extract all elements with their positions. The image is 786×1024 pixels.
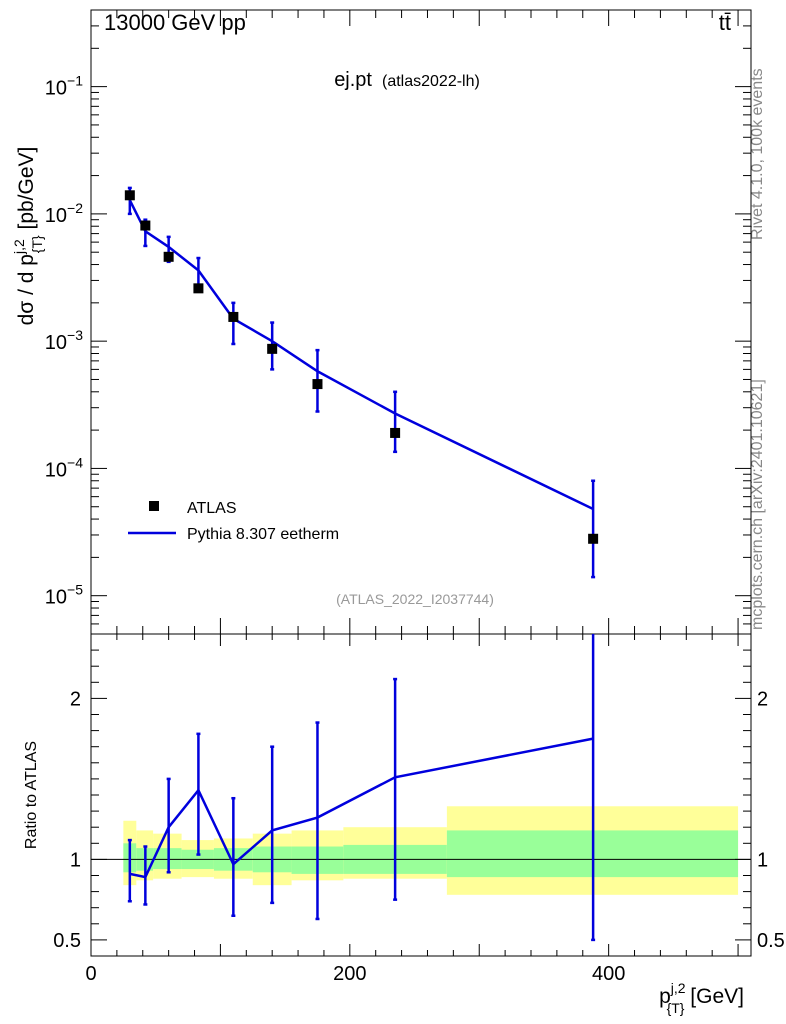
data-point-6 xyxy=(312,379,323,390)
ratio-tick-label-right-0: 0.5 xyxy=(757,930,785,952)
ratio-tick-label-left-0: 0.5 xyxy=(53,930,81,952)
ratio-frame xyxy=(90,633,752,957)
data-point-7 xyxy=(390,427,401,438)
y-tick-label-0: 10−5 xyxy=(45,582,83,609)
ratio-panel: 0 200 400 0.5 0.5 1 1 2 2 xyxy=(53,633,785,985)
data-point-3 xyxy=(193,283,204,294)
y-tick-label-3: 10−2 xyxy=(45,200,83,227)
data-point-8 xyxy=(588,533,599,544)
x-tick-label-1: 200 xyxy=(333,963,366,985)
y-tick-label-1: 10−4 xyxy=(45,454,83,481)
y-tick-label-4: 10−1 xyxy=(45,73,83,100)
data-point-4 xyxy=(228,311,239,322)
ratio-tick-label-left-2: 2 xyxy=(70,688,81,710)
energy-label: 13000 GeV pp xyxy=(104,10,246,35)
legend-label-mc: Pythia 8.307 eetherm xyxy=(187,526,339,543)
x-axis-label: pj,2 {T} [GeV] xyxy=(659,980,744,1016)
data-point-5 xyxy=(267,343,278,354)
legend-label-atlas: ATLAS xyxy=(187,500,237,517)
rivet-label: Rivet 4.1.0, 100k events xyxy=(749,68,766,240)
legend-marker-atlas xyxy=(149,501,159,511)
band-inner-2 xyxy=(153,848,182,870)
ratio-y-axis-label: Ratio to ATLAS xyxy=(23,741,40,849)
ratio-tick-label-right-1: 1 xyxy=(757,849,768,871)
x-tick-label-0: 0 xyxy=(85,963,96,985)
data-point-2 xyxy=(163,251,174,262)
watermark-label: (ATLAS_2022_I2037744) xyxy=(336,591,494,607)
ratio-tick-label-left-1: 1 xyxy=(70,849,81,871)
ratio-line xyxy=(129,737,594,879)
mc-line xyxy=(128,199,594,511)
x-tick-label-2: 400 xyxy=(592,963,625,985)
process-label: tt̄ xyxy=(719,10,731,35)
data-point-0 xyxy=(124,190,135,201)
main-panel: 10−5 10−4 10−3 10−2 10−1 ATLAS Pythia 8.307 ee… xyxy=(45,9,752,635)
y-axis-label: dσ / d pj,2 {T} [pb/GeV] xyxy=(11,147,45,326)
plot-title: ej.pt xyxy=(334,69,372,91)
mcplots-label: mcplots.cern.ch [arXiv:2401.10621] xyxy=(749,379,766,630)
ratio-tick-label-right-2: 2 xyxy=(757,688,768,710)
y-tick-label-2: 10−3 xyxy=(45,327,83,354)
data-point-1 xyxy=(140,220,151,231)
plot-subtitle: (atlas2022-lh) xyxy=(382,73,480,90)
